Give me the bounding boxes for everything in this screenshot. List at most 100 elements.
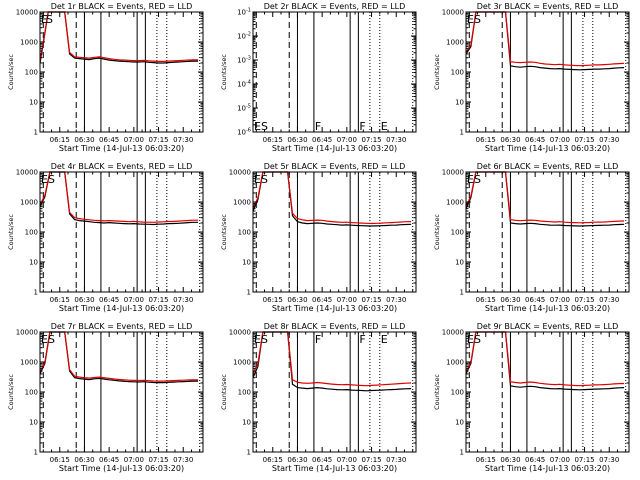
panel-title: Det 9r BLACK = Events, RED = LLD: [477, 322, 619, 331]
detector-panel-9: Det 9r BLACK = Events, RED = LLD ES 1 10 100…: [433, 322, 630, 473]
detector-panel-3: Det 3r BLACK = Events, RED = LLD ES 1 10 100…: [433, 2, 630, 153]
x-tick-label: 07:15: [361, 296, 381, 304]
plot-frame: [39, 171, 204, 293]
y-tick-label: 100: [238, 229, 251, 237]
x-tick-label: 07:00: [550, 296, 570, 304]
x-tick-label: 06:15: [263, 136, 283, 144]
marker-label: ES: [467, 333, 481, 346]
x-tick-label: 07:30: [386, 296, 406, 304]
y-tick-label: 1: [247, 449, 251, 457]
series-line-lld: [39, 171, 199, 223]
x-tick-label: 07:00: [337, 296, 357, 304]
y-axis-label: Counts/sec: [433, 214, 441, 250]
y-tick-label: 100: [451, 69, 464, 77]
x-tick-label: 06:15: [263, 456, 283, 464]
y-tick-label: 1000: [20, 199, 38, 207]
x-tick-label: 06:30: [287, 136, 307, 144]
detector-panel-7: Det 7r BLACK = Events, RED = LLD ES 1 10 100…: [7, 322, 204, 473]
panel-title: Det 3r BLACK = Events, RED = LLD: [477, 2, 619, 11]
x-axis-label: Start Time (14-Jul-13 06:03:20): [272, 464, 397, 473]
y-tick-label: 10: [29, 259, 38, 267]
plot-frame: [252, 11, 417, 133]
x-axis-label: Start Time (14-Jul-13 06:03:20): [59, 304, 184, 313]
x-tick-label: 06:45: [312, 136, 332, 144]
x-tick-label: 07:15: [148, 136, 168, 144]
y-axis-label: Counts/sec: [220, 214, 228, 250]
y-tick-label: 1000: [233, 199, 251, 207]
series-line-events: [39, 11, 199, 64]
x-tick-label: 06:45: [99, 296, 119, 304]
x-tick-label: 06:30: [74, 456, 94, 464]
marker-label: F: [315, 120, 321, 133]
series-line-events: [252, 171, 412, 227]
x-axis-label: Start Time (14-Jul-13 06:03:20): [485, 304, 610, 313]
series-line-lld: [39, 331, 199, 382]
detector-panel-5: Det 5r BLACK = Events, RED = LLD ES 1 10 100…: [220, 162, 417, 313]
marker-label: S: [46, 13, 53, 26]
y-tick-label: 10000: [229, 329, 251, 337]
marker-label: ES: [467, 173, 481, 186]
x-tick-label: 07:15: [148, 456, 168, 464]
x-tick-label: 06:30: [287, 296, 307, 304]
x-tick-label: 06:30: [287, 456, 307, 464]
x-tick-label: 06:15: [476, 296, 496, 304]
x-tick-label: 07:15: [574, 136, 594, 144]
marker-label: F: [359, 333, 365, 346]
y-tick-label: 1: [460, 129, 464, 137]
x-axis-label: Start Time (14-Jul-13 06:03:20): [485, 144, 610, 153]
x-tick-label: 07:00: [550, 456, 570, 464]
series-line-lld: [39, 11, 199, 63]
x-tick-label: 06:15: [263, 296, 283, 304]
marker-label: ES: [254, 173, 268, 186]
x-tick-label: 07:30: [173, 456, 193, 464]
series-line-lld: [465, 11, 625, 67]
x-tick-label: 06:15: [50, 296, 70, 304]
x-tick-label: 07:30: [599, 296, 619, 304]
series-line-events: [39, 171, 199, 226]
x-tick-label: 06:45: [99, 136, 119, 144]
x-tick-label: 06:30: [74, 296, 94, 304]
x-tick-label: 07:30: [173, 296, 193, 304]
x-tick-label: 07:30: [386, 136, 406, 144]
y-tick-label: 10: [29, 99, 38, 107]
x-tick-label: 07:30: [173, 136, 193, 144]
series-line-lld: [465, 171, 625, 224]
y-tick-label: 1: [460, 449, 464, 457]
marker-label: ES: [41, 173, 55, 186]
y-tick-label: 1000: [446, 39, 464, 47]
x-tick-label: 07:00: [550, 136, 570, 144]
y-tick-label: 1000: [233, 359, 251, 367]
y-tick-label: 10-5: [237, 104, 251, 113]
y-tick-label: 1: [460, 289, 464, 297]
y-tick-label: 1: [34, 449, 38, 457]
panel-title: Det 8r BLACK = Events, RED = LLD: [264, 322, 406, 331]
y-tick-label: 10: [455, 259, 464, 267]
y-tick-label: 10000: [442, 9, 464, 17]
x-tick-label: 06:45: [525, 296, 545, 304]
marker-label: ES: [254, 333, 268, 346]
y-tick-label: 1000: [20, 359, 38, 367]
panel-title: Det 6r BLACK = Events, RED = LLD: [477, 162, 619, 171]
x-tick-label: 06:15: [50, 456, 70, 464]
x-tick-label: 07:30: [599, 136, 619, 144]
y-tick-label: 100: [25, 229, 38, 237]
y-tick-label: 100: [25, 69, 38, 77]
y-tick-label: 10000: [16, 169, 38, 177]
y-tick-label: 100: [25, 389, 38, 397]
y-tick-label: 10: [455, 99, 464, 107]
series-line-events: [465, 11, 625, 71]
x-tick-label: 07:15: [574, 296, 594, 304]
panel-title: Det 7r BLACK = Events, RED = LLD: [51, 322, 193, 331]
y-tick-label: 10000: [16, 9, 38, 17]
x-tick-label: 06:30: [74, 136, 94, 144]
x-tick-label: 07:30: [386, 456, 406, 464]
y-tick-label: 10000: [16, 329, 38, 337]
x-tick-label: 06:30: [500, 136, 520, 144]
x-tick-label: 07:00: [124, 136, 144, 144]
x-tick-label: 07:15: [574, 456, 594, 464]
y-tick-label: 1000: [20, 39, 38, 47]
plot-frame: [252, 171, 417, 293]
x-tick-label: 06:30: [500, 296, 520, 304]
